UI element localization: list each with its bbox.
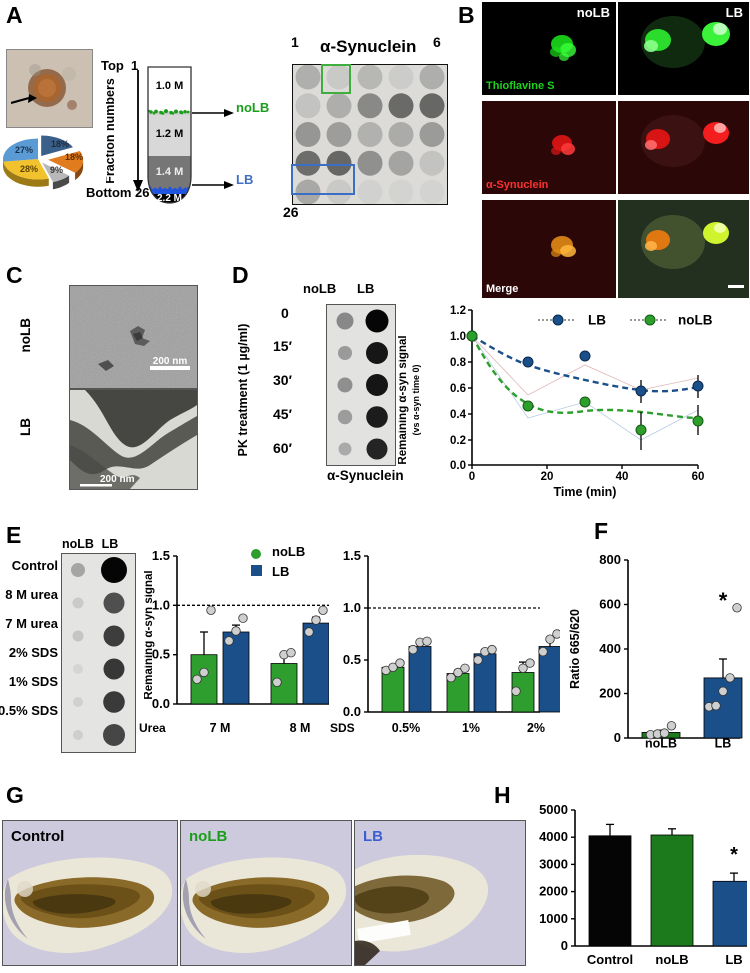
svg-text:800: 800 xyxy=(599,552,621,567)
svg-text:0.4: 0.4 xyxy=(450,409,467,421)
svg-text:noLB: noLB xyxy=(189,828,227,845)
svg-text:1.0: 1.0 xyxy=(450,331,466,343)
svg-text:Fraction numbers: Fraction numbers xyxy=(106,78,117,183)
svg-text:0.0: 0.0 xyxy=(450,460,466,472)
svg-text:Remaining α-syn signal: Remaining α-syn signal xyxy=(144,570,155,699)
svg-text:*: * xyxy=(730,844,738,866)
svg-text:200 nm: 200 nm xyxy=(100,474,135,485)
svg-text:4000: 4000 xyxy=(539,829,568,844)
svg-text:28%: 28% xyxy=(20,164,38,174)
svg-text:0: 0 xyxy=(561,938,568,953)
svg-text:1.2 M: 1.2 M xyxy=(156,128,184,140)
svg-text:18%: 18% xyxy=(65,152,83,162)
svg-text:0.6: 0.6 xyxy=(450,383,466,395)
svg-text:27%: 27% xyxy=(15,145,33,155)
svg-text:1.4 M: 1.4 M xyxy=(156,166,184,178)
svg-text:3000: 3000 xyxy=(539,856,568,871)
svg-text:*: * xyxy=(719,588,728,613)
svg-text:1.2: 1.2 xyxy=(450,305,466,317)
svg-text:2%: 2% xyxy=(527,721,545,734)
svg-text:0: 0 xyxy=(469,471,475,483)
svg-text:60: 60 xyxy=(692,471,705,483)
svg-text:0: 0 xyxy=(614,730,621,745)
svg-text:LB: LB xyxy=(588,313,606,328)
svg-text:PK treatment (1 µg/ml): PK treatment (1 µg/ml) xyxy=(238,324,250,457)
svg-text:7 M: 7 M xyxy=(210,721,231,734)
svg-text:2000: 2000 xyxy=(539,884,568,899)
svg-text:LB: LB xyxy=(725,952,742,967)
svg-text:0.0: 0.0 xyxy=(343,704,361,719)
svg-text:Ratio 665/620: Ratio 665/620 xyxy=(568,609,582,689)
svg-text:5000: 5000 xyxy=(539,802,568,817)
svg-text:0.5: 0.5 xyxy=(343,652,361,667)
svg-text:Control: Control xyxy=(587,952,633,967)
svg-text:20: 20 xyxy=(541,471,554,483)
svg-text:8 M: 8 M xyxy=(290,721,311,734)
svg-text:1.5: 1.5 xyxy=(343,548,361,563)
svg-text:noLB: noLB xyxy=(678,313,713,328)
svg-text:1.0: 1.0 xyxy=(343,600,361,615)
svg-text:1%: 1% xyxy=(462,721,480,734)
svg-text:9%: 9% xyxy=(50,165,63,175)
svg-text:LB: LB xyxy=(363,828,383,845)
svg-text:0.5%: 0.5% xyxy=(392,721,421,734)
svg-text:LB: LB xyxy=(715,737,732,749)
svg-text:200 nm: 200 nm xyxy=(153,356,188,367)
svg-text:noLB: noLB xyxy=(655,952,688,967)
svg-text:600: 600 xyxy=(599,597,621,612)
svg-text:2.2 M: 2.2 M xyxy=(157,193,182,204)
svg-text:Control: Control xyxy=(11,828,64,845)
svg-text:40: 40 xyxy=(616,471,629,483)
svg-text:18%: 18% xyxy=(51,139,69,149)
svg-text:200: 200 xyxy=(599,686,621,701)
svg-text:0.8: 0.8 xyxy=(450,357,467,369)
svg-text:Remaining α-syn signal: Remaining α-syn signal xyxy=(398,335,409,464)
svg-text:SDS: SDS xyxy=(330,721,355,734)
svg-text:(vs α-syn time 0): (vs α-syn time 0) xyxy=(412,364,421,435)
svg-text:0.2: 0.2 xyxy=(450,435,466,447)
svg-text:noLB: noLB xyxy=(645,737,677,749)
svg-text:Time (min): Time (min) xyxy=(554,485,617,499)
svg-text:1000: 1000 xyxy=(539,911,568,926)
svg-text:1.0 M: 1.0 M xyxy=(156,80,184,92)
svg-text:400: 400 xyxy=(599,641,621,656)
